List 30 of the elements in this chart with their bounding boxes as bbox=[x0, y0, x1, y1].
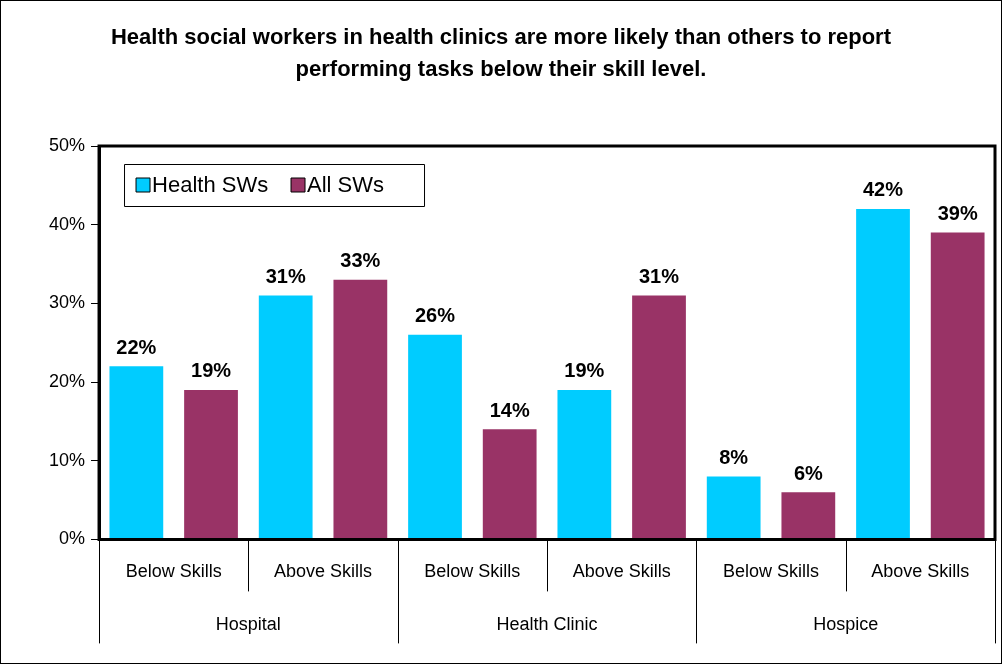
x-tick-label: Below Skills bbox=[722, 561, 820, 582]
data-label: 42% bbox=[862, 178, 904, 201]
y-tick-label: 10% bbox=[49, 449, 86, 470]
data-label: 19% bbox=[191, 359, 232, 382]
data-label: 19% bbox=[564, 359, 605, 382]
data-label: 6% bbox=[793, 461, 824, 484]
y-tick-label: 50% bbox=[49, 134, 86, 155]
text: Hospice bbox=[813, 614, 879, 635]
x-tick-label: Above Skills bbox=[274, 561, 373, 582]
y-tick-label: 40% bbox=[49, 213, 86, 234]
text: Hospital bbox=[215, 614, 281, 635]
data-label: 22% bbox=[116, 335, 157, 358]
y-tick-label: 20% bbox=[49, 371, 86, 392]
data-label: 8% bbox=[719, 445, 749, 468]
x-tick-label: Below Skills bbox=[125, 561, 222, 582]
text: Health Clinic bbox=[496, 614, 598, 635]
x-tick-label: Above Skills bbox=[871, 561, 970, 582]
y-tick-label: 30% bbox=[49, 292, 86, 313]
x-tick-label: Above Skills bbox=[572, 561, 671, 582]
legend-label: All SWs bbox=[307, 172, 385, 198]
data-label: 31% bbox=[265, 265, 306, 288]
y-tick-label: 0% bbox=[59, 528, 86, 549]
x-tick-label: Below Skills bbox=[424, 561, 521, 582]
data-label: 31% bbox=[638, 265, 680, 288]
data-label: 26% bbox=[415, 304, 456, 327]
data-label: 33% bbox=[340, 249, 381, 272]
legend-label: Health SWs bbox=[152, 172, 269, 198]
chart-title: Health social workers in health clinics are more likely than others to report performing tasks below their skill level. bbox=[110, 23, 892, 83]
data-label: 39% bbox=[937, 202, 978, 225]
data-label: 14% bbox=[489, 398, 530, 421]
